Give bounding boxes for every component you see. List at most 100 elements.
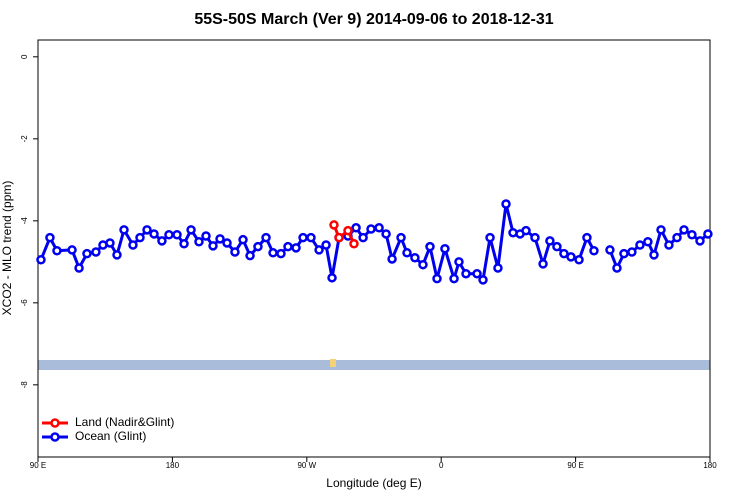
point (164, 230, 174, 240)
y-tick-label: -2 (20, 135, 29, 143)
point (449, 273, 459, 284)
series-line (332, 224, 356, 245)
point (298, 232, 308, 243)
x-tick-label: 90 E (567, 461, 583, 470)
point (245, 250, 255, 261)
point (74, 263, 84, 273)
point (67, 245, 77, 255)
point (208, 241, 218, 251)
point (432, 273, 442, 284)
point (605, 245, 615, 255)
point (135, 232, 145, 243)
point (306, 232, 316, 243)
map-land (330, 359, 336, 367)
x-axis-label: Longitude (deg E) (326, 476, 421, 490)
point (454, 257, 464, 267)
point (402, 248, 412, 258)
point (230, 247, 240, 257)
point (425, 241, 435, 252)
point (283, 241, 293, 252)
point (672, 232, 682, 243)
point (582, 232, 592, 243)
point (374, 223, 384, 233)
point (396, 232, 406, 243)
point (321, 240, 331, 250)
point (387, 254, 397, 264)
point (612, 263, 622, 273)
point (538, 259, 548, 269)
point (619, 248, 629, 259)
point (635, 240, 645, 250)
legend-label: Ocean (Glint) (75, 429, 146, 443)
point (574, 255, 584, 265)
x-tick-label: 180 (166, 461, 180, 470)
point (559, 248, 569, 259)
y-tick-label: 0 (20, 54, 29, 59)
point (687, 230, 697, 240)
point (351, 223, 361, 233)
point (36, 255, 46, 265)
point (679, 225, 689, 235)
point (530, 232, 540, 243)
point (440, 243, 450, 254)
point (149, 229, 159, 239)
y-tick-label: -8 (20, 381, 29, 389)
point (291, 243, 301, 253)
point (91, 247, 101, 257)
point (186, 225, 196, 235)
point (643, 236, 653, 247)
point (485, 232, 495, 243)
point (82, 248, 92, 259)
point (238, 234, 248, 245)
point (461, 268, 471, 279)
point (545, 236, 555, 246)
point (664, 240, 674, 250)
point (472, 268, 482, 279)
point (45, 232, 55, 243)
legend-label: Land (Nadir&Glint) (75, 415, 174, 429)
point (179, 239, 189, 249)
point (589, 246, 599, 256)
point (703, 229, 713, 239)
x-tick-label: 90 E (30, 461, 46, 470)
plot-frame (37, 39, 711, 458)
point (695, 236, 705, 246)
point (358, 232, 368, 243)
point (194, 236, 204, 247)
point (52, 246, 62, 256)
chart-title: 55S-50S March (Ver 9) 2014-09-06 to 2018… (194, 11, 553, 28)
point (493, 263, 503, 273)
point (327, 273, 337, 283)
point (128, 240, 138, 250)
point (253, 241, 263, 252)
point (276, 248, 286, 259)
legend-marker (50, 418, 60, 428)
point (268, 248, 278, 258)
point (552, 241, 562, 252)
point (366, 224, 376, 234)
point (521, 225, 531, 236)
point (478, 275, 488, 285)
point (656, 225, 666, 235)
point (314, 245, 324, 255)
point (649, 250, 659, 260)
point (142, 225, 152, 235)
point (105, 238, 115, 248)
point (334, 232, 344, 243)
legend-marker (50, 432, 60, 442)
x-tick-label: 180 (703, 461, 717, 470)
point (418, 259, 428, 270)
point (566, 252, 576, 262)
point (381, 229, 391, 239)
y-tick-label: -6 (20, 299, 29, 307)
x-tick-label: 0 (439, 461, 444, 470)
point (157, 236, 167, 246)
point (215, 234, 225, 244)
y-axis-label: XCO2 - MLO trend (ppm) (0, 181, 14, 316)
point (349, 239, 359, 249)
point (261, 232, 271, 243)
point (329, 220, 339, 230)
point (172, 230, 182, 240)
map-strip (38, 360, 710, 370)
